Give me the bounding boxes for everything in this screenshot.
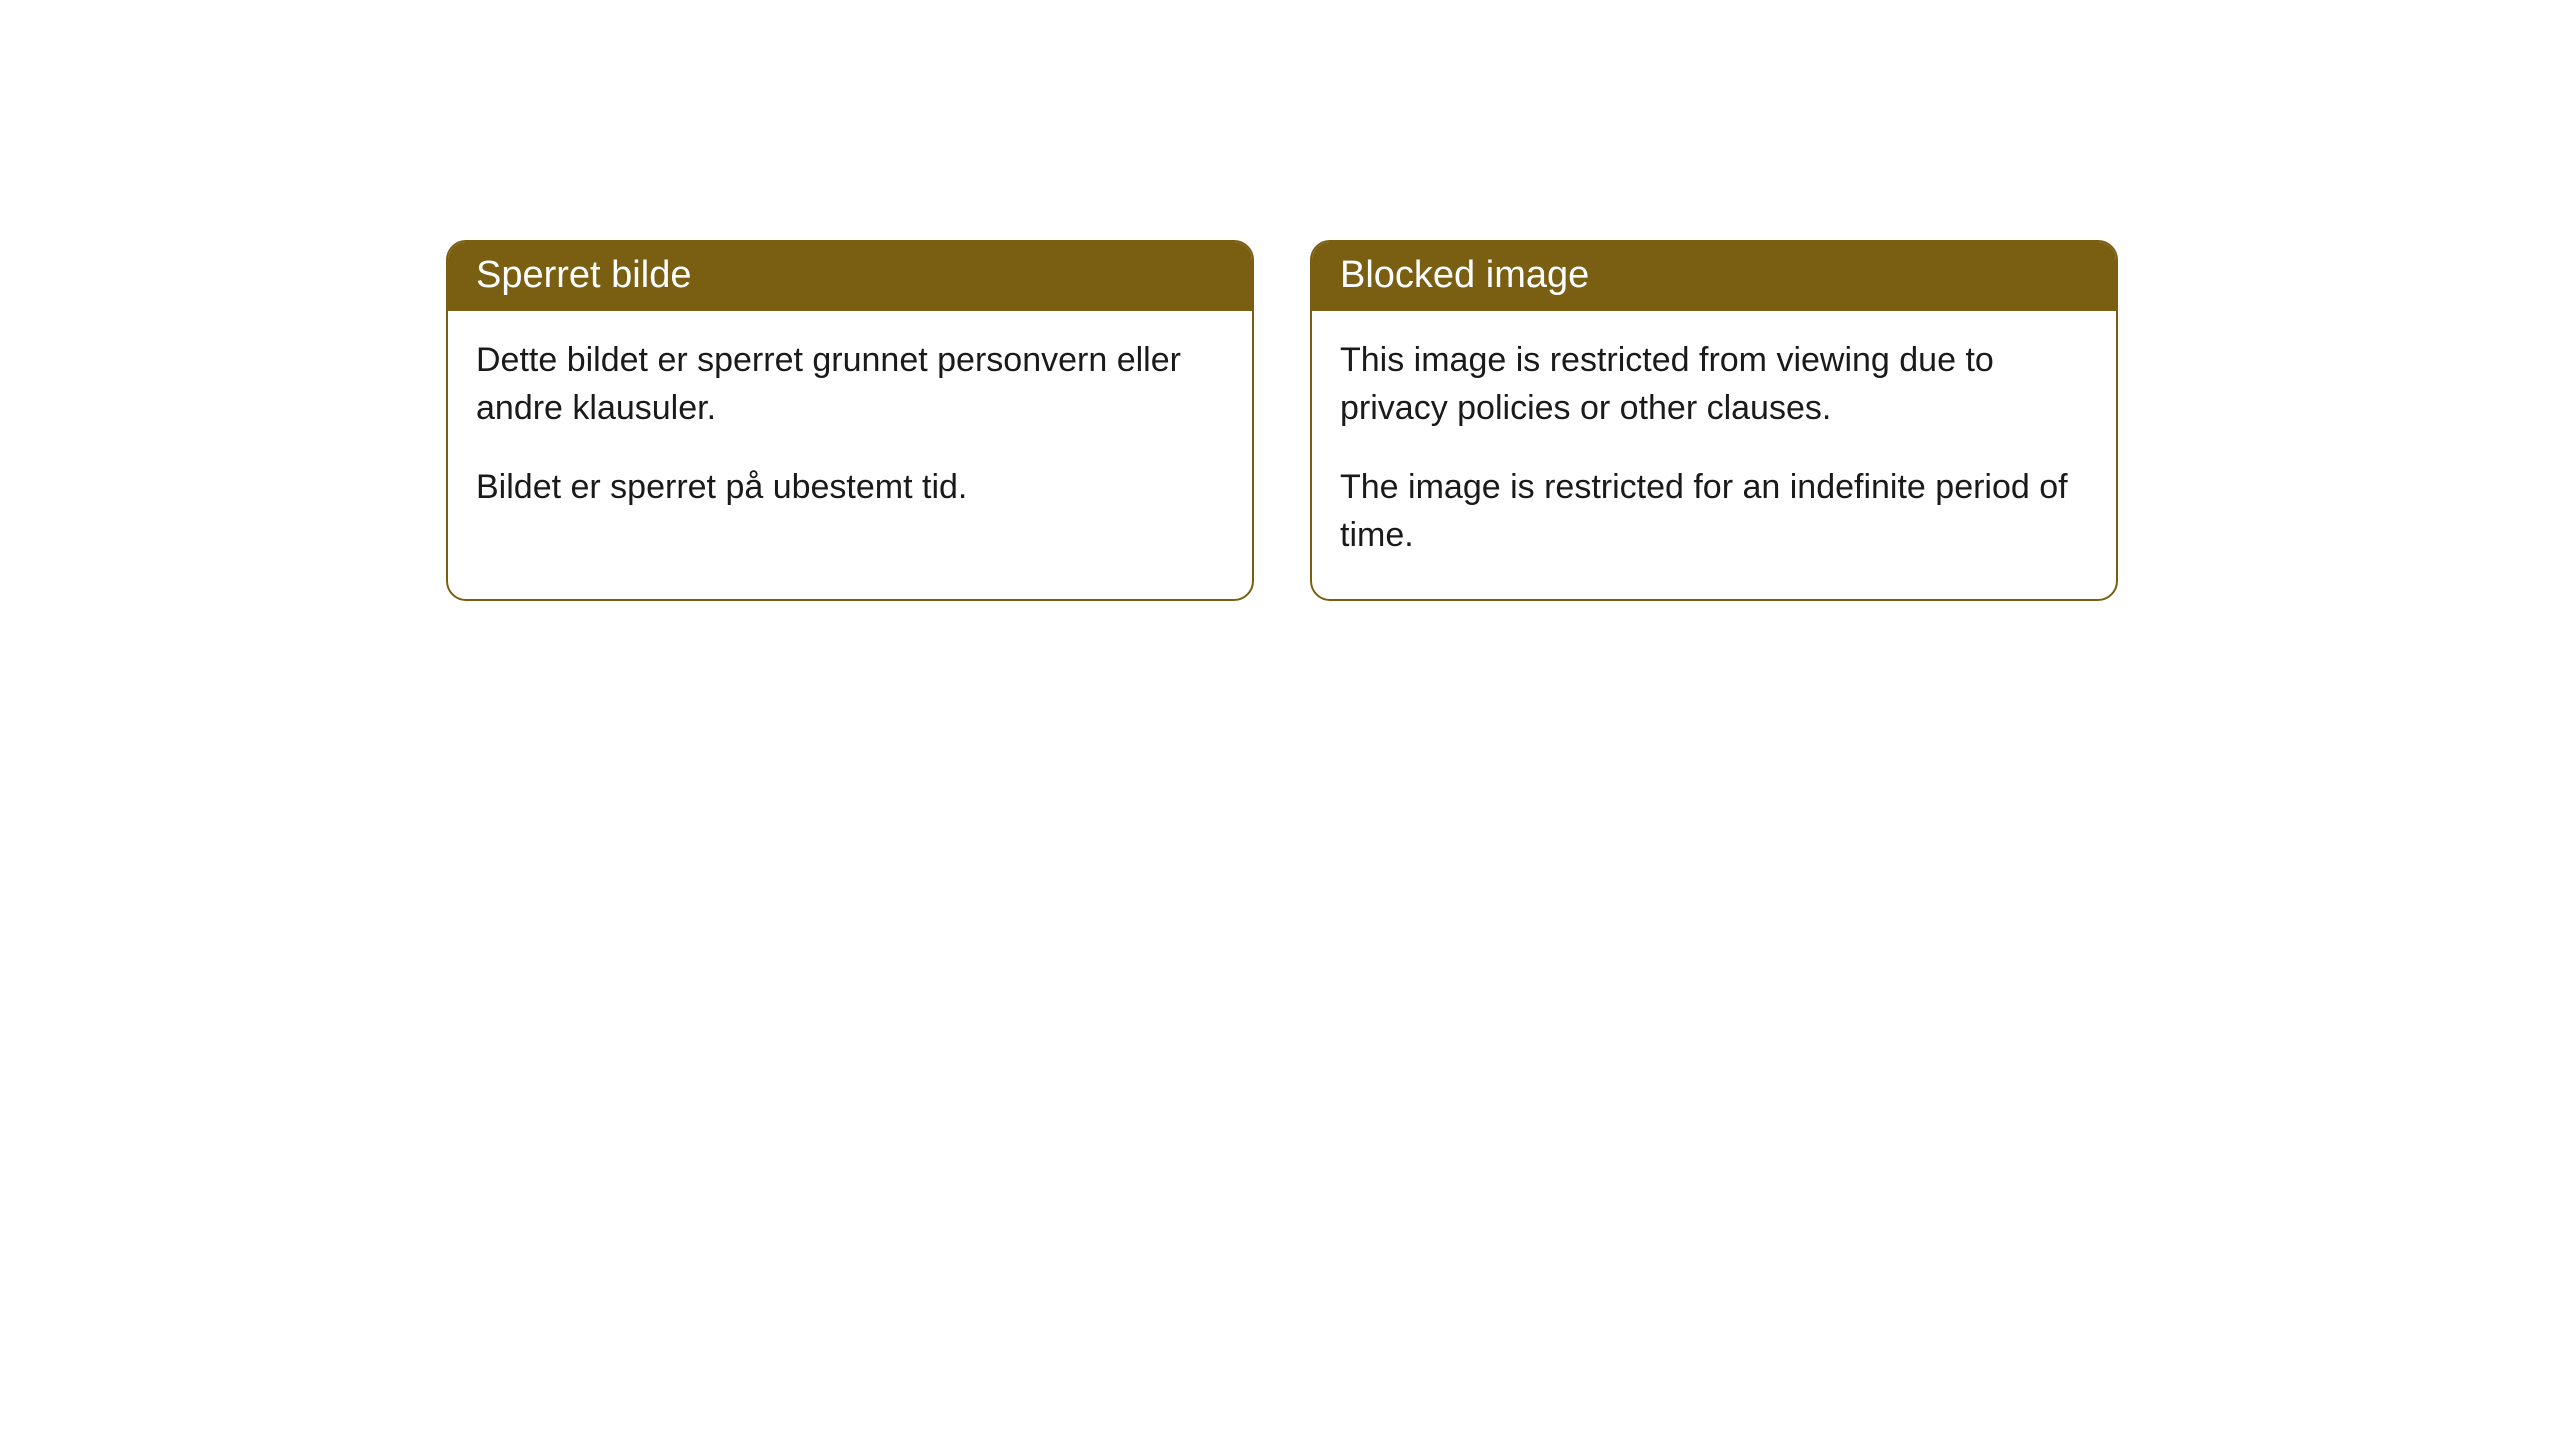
- card-body-english: This image is restricted from viewing du…: [1312, 311, 2116, 599]
- card-title: Blocked image: [1340, 254, 1589, 296]
- notice-text-p2: Bildet er sperret på ubestemt tid.: [476, 464, 1224, 512]
- notice-text-p1: Dette bildet er sperret grunnet personve…: [476, 337, 1224, 432]
- notice-container: Sperret bilde Dette bildet er sperret gr…: [0, 0, 2560, 601]
- blocked-image-card-english: Blocked image This image is restricted f…: [1310, 240, 2118, 601]
- notice-text-p1: This image is restricted from viewing du…: [1340, 337, 2088, 432]
- card-header-norwegian: Sperret bilde: [448, 242, 1252, 311]
- card-title: Sperret bilde: [476, 254, 691, 296]
- card-header-english: Blocked image: [1312, 242, 2116, 311]
- card-body-norwegian: Dette bildet er sperret grunnet personve…: [448, 311, 1252, 552]
- blocked-image-card-norwegian: Sperret bilde Dette bildet er sperret gr…: [446, 240, 1254, 601]
- notice-text-p2: The image is restricted for an indefinit…: [1340, 464, 2088, 559]
